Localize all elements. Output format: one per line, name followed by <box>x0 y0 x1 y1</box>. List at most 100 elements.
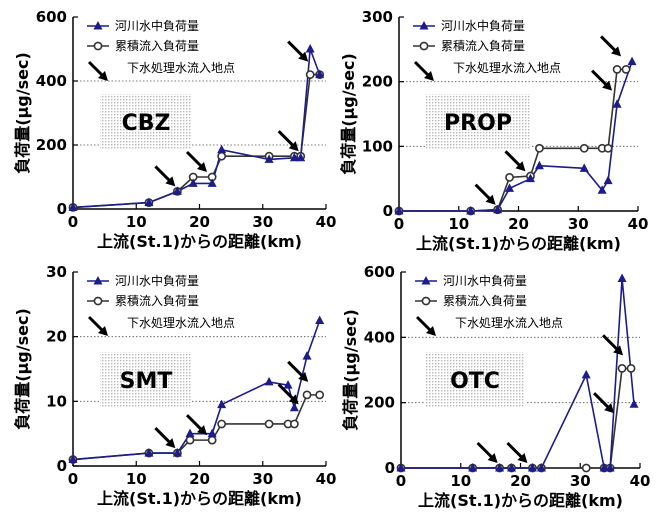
label-box <box>100 352 192 408</box>
data-point-river <box>207 428 217 438</box>
data-point-river <box>466 206 476 215</box>
data-point-river <box>68 202 78 211</box>
x-tick-label: 20 <box>508 215 529 233</box>
data-point-cumulative <box>264 419 274 429</box>
inflow-arrow-head <box>288 141 299 152</box>
inflow-arrow <box>504 150 523 169</box>
inflow-arrow-head <box>196 425 207 436</box>
y-tick-label: 100 <box>362 137 393 155</box>
inflow-arrow <box>154 165 173 184</box>
data-point-river <box>305 44 315 53</box>
legend-arrow <box>87 315 105 333</box>
data-point-cumulative <box>617 363 627 373</box>
inflow-arrow <box>506 441 525 461</box>
inflow-arrow-head <box>604 403 615 414</box>
inflow-arrow-head <box>602 80 613 91</box>
inflow-arrow-head <box>298 371 309 382</box>
x-axis-title: 上流(St.1)からの距離(km) <box>418 491 623 510</box>
data-point-river <box>172 448 182 457</box>
data-point-river <box>603 175 613 185</box>
data-point-river <box>144 448 154 457</box>
x-tick-label: 0 <box>68 213 78 231</box>
x-tick-label: 20 <box>189 470 210 488</box>
legend-inflow: 下水処理水流入地点 <box>453 61 561 75</box>
data-point-river <box>396 463 406 472</box>
y-tick-label: 0 <box>57 200 67 218</box>
legend-cumulative: 累積流入負荷量 <box>115 38 199 53</box>
label-box <box>100 94 192 150</box>
x-tick-label: 10 <box>126 213 147 231</box>
legend-arrow-head <box>426 326 436 336</box>
data-point-river <box>581 369 591 379</box>
x-tick-label: 0 <box>68 470 78 488</box>
inflow-arrow <box>277 130 296 149</box>
y-tick-label: 400 <box>36 72 67 90</box>
y-tick-label: 0 <box>383 202 393 220</box>
x-tick-label: 40 <box>628 215 649 233</box>
x-tick-label: 40 <box>316 470 337 488</box>
x-tick-label: 10 <box>126 470 147 488</box>
legend-marker-cumulative <box>421 296 431 306</box>
data-point-cumulative <box>217 419 227 429</box>
inflow-arrow-head <box>487 453 498 463</box>
data-point-river <box>185 428 195 438</box>
data-point-river <box>302 351 312 360</box>
inflow-arrow <box>287 360 306 379</box>
data-point-river <box>493 204 503 214</box>
legend-cumulative: 累積流入負荷量 <box>115 293 199 308</box>
legend-river: 河川水中負荷量 <box>443 273 527 288</box>
legend-river: 河川水中負荷量 <box>115 273 199 288</box>
data-point-river <box>507 463 517 472</box>
x-axis-title: 上流(St.1)からの距離(km) <box>97 232 302 251</box>
data-point-river <box>605 463 615 472</box>
data-point-river <box>579 163 589 172</box>
data-point-river <box>172 186 182 195</box>
inflow-arrow-head <box>611 46 622 57</box>
y-tick-label: 400 <box>364 328 395 346</box>
data-point-cumulative <box>535 143 544 153</box>
x-tick-label: 40 <box>316 213 337 231</box>
data-point-river <box>527 463 537 472</box>
data-point-cumulative <box>626 363 636 373</box>
panel-label: PROP <box>444 111 512 136</box>
y-axis-title: 負荷量(μg/sec) <box>13 308 32 430</box>
inflow-arrow <box>593 392 612 411</box>
inflow-arrow <box>154 427 173 446</box>
y-tick-label: 10 <box>46 392 67 410</box>
inflow-arrow <box>185 150 205 170</box>
inflow-arrow <box>476 441 495 461</box>
y-tick-label: 200 <box>364 394 395 412</box>
inflow-arrow <box>591 69 610 88</box>
legend-inflow: 下水処理水流入地点 <box>127 316 235 330</box>
data-point-river <box>188 178 198 187</box>
data-point-river <box>495 463 505 472</box>
legend-inflow: 下水処理水流入地点 <box>455 316 563 330</box>
legend-arrow-head <box>98 326 108 336</box>
inflow-arrow-head <box>165 438 176 449</box>
x-axis-title: 上流(St.1)からの距離(km) <box>97 489 302 508</box>
panel-label: OTC <box>450 369 500 394</box>
data-point-cumulative <box>315 390 325 400</box>
data-point-river <box>468 463 478 472</box>
data-point-river <box>627 56 637 66</box>
data-point-river <box>289 402 299 412</box>
inflow-arrow <box>277 383 296 402</box>
inflow-arrow-head <box>515 161 526 172</box>
data-point-river <box>296 152 306 162</box>
x-tick-label: 40 <box>630 472 651 490</box>
legend-marker-cumulative <box>93 41 103 51</box>
y-tick-label: 200 <box>362 73 393 91</box>
data-point-river <box>264 154 274 163</box>
inflow-arrow <box>474 183 493 202</box>
inflow-arrow-head <box>613 345 624 356</box>
x-tick-label: 30 <box>252 470 273 488</box>
data-point-river <box>144 197 154 207</box>
inflow-arrow <box>600 35 619 54</box>
y-tick-label: 20 <box>46 328 67 346</box>
legend-marker-river <box>93 276 103 285</box>
data-point-river <box>597 185 607 194</box>
legend-river: 河川水中負荷量 <box>441 18 525 33</box>
y-tick-label: 600 <box>364 263 395 281</box>
y-tick-label: 0 <box>385 459 395 477</box>
